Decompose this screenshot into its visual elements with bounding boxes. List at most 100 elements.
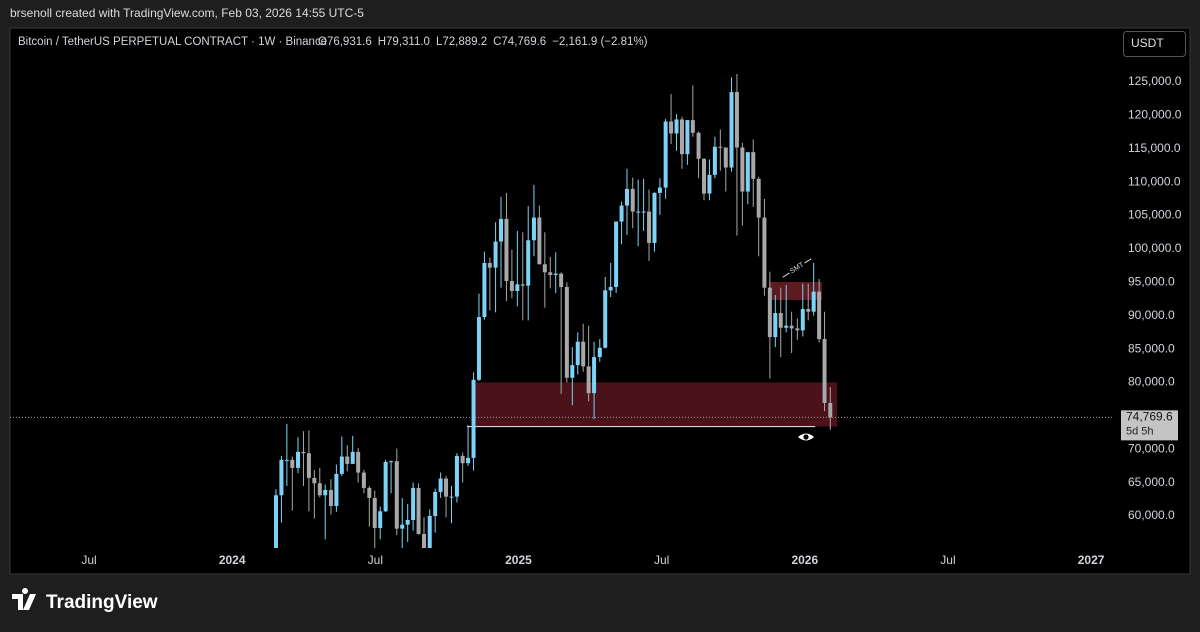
candle-body [471, 379, 476, 458]
candle-body [499, 218, 504, 242]
candle [323, 484, 328, 540]
candle-body [778, 313, 783, 328]
candle-body [542, 264, 547, 273]
candle-body [641, 211, 646, 213]
candle [756, 176, 761, 257]
eye-pupil [803, 434, 809, 440]
candle-body [334, 473, 339, 506]
candle [570, 347, 575, 406]
x-tick-label: 2026 [791, 553, 818, 567]
candle [411, 482, 416, 531]
candle [471, 372, 476, 471]
currency[interactable]: USDT [1131, 36, 1164, 50]
y-tick-label: 115,000.0 [1128, 141, 1181, 155]
candle-body [800, 309, 805, 331]
candle [531, 184, 536, 257]
candle-body [619, 205, 624, 222]
candle [657, 178, 662, 215]
candle [685, 120, 690, 165]
candle-body [400, 524, 405, 529]
candle-body [515, 284, 520, 292]
candle [449, 485, 454, 524]
y-tick-label: 90,000.0 [1128, 308, 1175, 322]
candle-body [652, 192, 657, 243]
candle [773, 295, 778, 348]
candle [499, 196, 504, 288]
candle [427, 509, 432, 548]
candle [669, 94, 674, 145]
candle [515, 230, 520, 307]
candle [476, 293, 481, 382]
candle [350, 435, 355, 464]
ohlc-value: C74,769.6 [493, 36, 546, 48]
candle [806, 283, 811, 321]
candle-body [537, 217, 542, 265]
candle-body [712, 146, 717, 175]
candle-body [795, 328, 800, 331]
x-tick-label: Jul [654, 553, 669, 567]
candle [707, 159, 712, 201]
candle [345, 445, 350, 472]
candle [723, 147, 728, 192]
candle [608, 262, 613, 298]
candle-body [317, 483, 322, 496]
last-price-label: 74,769.6 [1126, 410, 1173, 424]
candle [542, 232, 547, 308]
candle [800, 283, 805, 337]
candle [526, 206, 531, 321]
candle-body [718, 146, 723, 148]
x-tick-label: 2025 [505, 553, 532, 567]
eye-icon[interactable] [798, 433, 814, 441]
candle [652, 192, 657, 252]
x-tick-label: Jul [368, 553, 383, 567]
candle [597, 339, 602, 362]
candle-body [372, 497, 377, 528]
currency-button[interactable] [1123, 31, 1186, 57]
candle-body [734, 92, 739, 148]
candle-body [422, 533, 427, 548]
candle-body [756, 178, 761, 218]
ohlc-value: O76,931.6 [318, 36, 372, 48]
candle [548, 256, 553, 289]
candle-body [367, 487, 372, 498]
candle [372, 490, 377, 548]
candle-body [520, 284, 525, 286]
candle [729, 77, 734, 172]
ohlc-header: O76,931.6 H79,311.0 L72,889.2 C74,769.6 −2,1… [318, 36, 648, 48]
candle-body [548, 272, 553, 275]
chart-panel [9, 27, 1191, 575]
candle [466, 425, 471, 466]
candle [444, 475, 449, 518]
candle-body [740, 147, 745, 192]
candle-body [674, 119, 679, 134]
candle [438, 472, 443, 498]
y-tick-label: 110,000.0 [1128, 174, 1181, 188]
candle-body [361, 472, 366, 488]
ohlc-value: L72,889.2 [436, 36, 487, 48]
candle-body [570, 365, 575, 378]
candle-body [296, 451, 301, 468]
candle-body [284, 459, 289, 461]
candle [273, 489, 278, 548]
ohlc-value: −2,161.9 (−2.81%) [552, 36, 647, 48]
candle [679, 116, 684, 169]
y-tick-label: 105,000.0 [1128, 208, 1182, 222]
candle-body [493, 241, 498, 268]
candle [389, 460, 394, 494]
candle [619, 201, 624, 245]
candle [433, 488, 438, 533]
candle [460, 452, 465, 483]
candle [290, 456, 295, 511]
candle [784, 284, 789, 333]
candle-body [460, 455, 465, 464]
candle [603, 276, 608, 349]
candle-body [690, 120, 695, 133]
brand: TradingView [46, 592, 158, 613]
candle [762, 198, 767, 296]
candle-body [702, 158, 707, 194]
candle-body [526, 240, 531, 286]
candle-body [394, 461, 399, 529]
candle-body [449, 496, 454, 498]
candle-body [685, 120, 690, 155]
